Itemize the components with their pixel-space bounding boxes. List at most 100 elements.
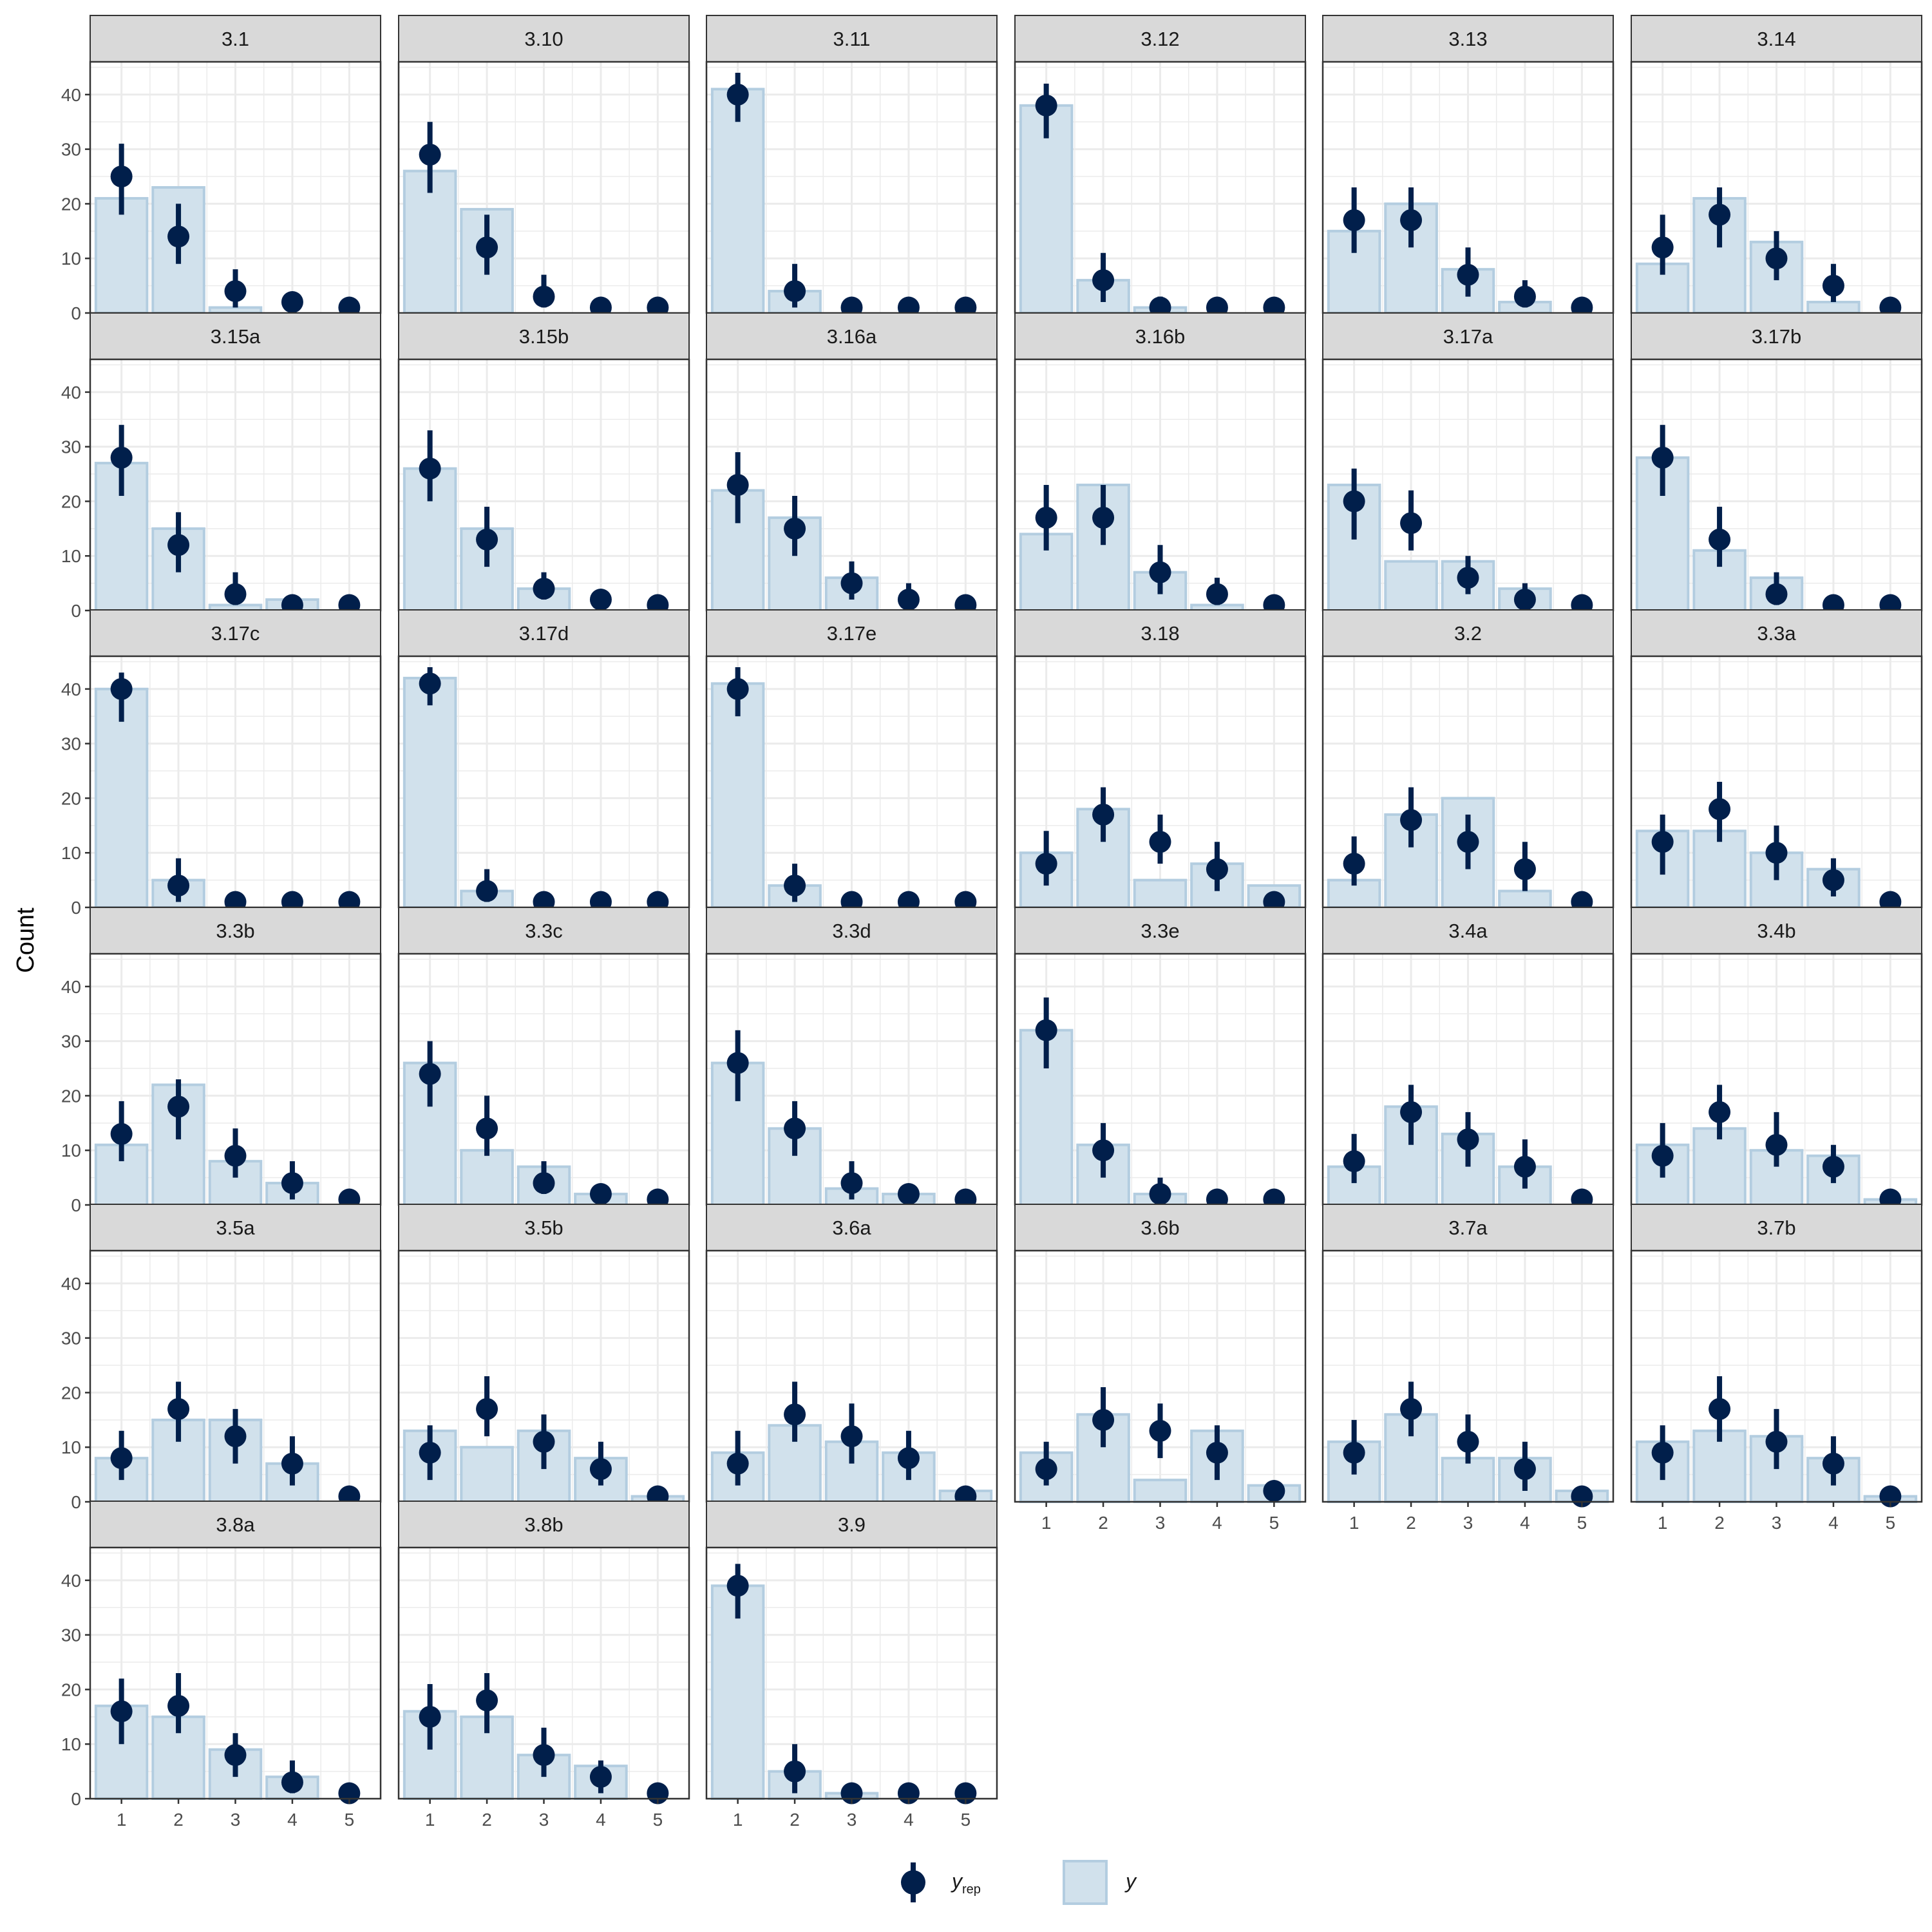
yrep-point-4 bbox=[1822, 1155, 1844, 1178]
yrep-point-3 bbox=[224, 1744, 247, 1766]
bar-y-2 bbox=[1692, 1127, 1747, 1206]
legend-yrep-label: yrep bbox=[951, 1870, 981, 1897]
yrep-point-1 bbox=[419, 457, 441, 480]
yrep-point-1 bbox=[110, 1447, 133, 1470]
yrep-point-2 bbox=[1709, 204, 1731, 226]
x-tick-label: 5 bbox=[1269, 1513, 1280, 1533]
yrep-point-2 bbox=[1092, 269, 1115, 292]
yrep-point-3 bbox=[533, 1430, 555, 1453]
facet-strip-label: 3.11 bbox=[833, 28, 870, 50]
facet-strip bbox=[1322, 609, 1614, 657]
facet-strip-label: 3.3b bbox=[216, 920, 254, 942]
yrep-point-3 bbox=[224, 1425, 247, 1448]
facet-panel-3.3e: 3.3e bbox=[1014, 907, 1307, 1211]
y-tick-label: 40 bbox=[61, 977, 81, 997]
x-tick-label: 4 bbox=[1520, 1513, 1530, 1533]
yrep-point-1 bbox=[110, 677, 133, 700]
facet-panel-3.13: 3.13 bbox=[1321, 15, 1615, 319]
yrep-point-2 bbox=[1709, 1397, 1731, 1420]
y-tick-label: 30 bbox=[61, 734, 81, 754]
yrep-point-1 bbox=[1343, 853, 1365, 875]
y-tick-label: 0 bbox=[71, 898, 81, 918]
bar-y-2 bbox=[1692, 1429, 1747, 1504]
bar-y-3 bbox=[208, 306, 263, 314]
facet-panel-3.17e: 3.17e bbox=[705, 609, 998, 913]
yrep-point-4 bbox=[589, 1183, 612, 1206]
facet-strip bbox=[1014, 1204, 1306, 1251]
yrep-point-3 bbox=[840, 1425, 863, 1448]
y-tick-label: 30 bbox=[61, 437, 81, 457]
yrep-point-4 bbox=[1822, 274, 1844, 297]
yrep-point-4 bbox=[1206, 1441, 1228, 1464]
bar-y-1 bbox=[710, 1584, 765, 1801]
yrep-point-1 bbox=[110, 166, 133, 188]
yrep-point-4 bbox=[281, 1172, 303, 1195]
facet-strip-label: 3.3a bbox=[1757, 622, 1796, 645]
yrep-point-1 bbox=[1035, 1458, 1057, 1481]
x-tick-label: 5 bbox=[961, 1810, 971, 1830]
yrep-point-1 bbox=[419, 144, 441, 166]
facet-panel-3.17d: 3.17d bbox=[397, 609, 690, 913]
facet-panel-3.4a: 3.4a bbox=[1321, 907, 1615, 1211]
facet-strip bbox=[706, 609, 998, 657]
yrep-point-2 bbox=[784, 280, 806, 303]
facet-panel-3.8b: 3.8b 1 2 3 4 5 bbox=[397, 1501, 690, 1830]
yrep-point-4 bbox=[589, 1766, 612, 1788]
yrep-point-4 bbox=[1822, 1452, 1844, 1475]
facet-strip bbox=[1014, 907, 1306, 954]
facet-strip bbox=[1631, 609, 1922, 657]
yrep-point-3 bbox=[1149, 831, 1171, 853]
facet-strip bbox=[706, 1501, 998, 1548]
bar-y-3 bbox=[1133, 1479, 1188, 1503]
x-tick-label: 3 bbox=[1772, 1513, 1782, 1533]
y-tick-label: 40 bbox=[61, 679, 81, 699]
y-tick-label: 10 bbox=[61, 1437, 81, 1457]
yrep-point-2 bbox=[476, 528, 498, 551]
yrep-point-1 bbox=[726, 1452, 749, 1475]
yrep-point-2 bbox=[1400, 1101, 1423, 1123]
yrep-point-1 bbox=[1343, 209, 1365, 231]
x-tick-label: 2 bbox=[1714, 1513, 1725, 1533]
facet-strip-label: 3.17b bbox=[1752, 325, 1802, 348]
y-tick-label: 30 bbox=[61, 1329, 81, 1349]
facet-strip-label: 3.5b bbox=[524, 1217, 563, 1239]
facet-panel-3.5a: 3.5a 0 10 20 30 40 bbox=[61, 1204, 382, 1512]
facet-strip-label: 3.9 bbox=[838, 1513, 866, 1536]
facet-strip-label: 3.18 bbox=[1141, 622, 1179, 645]
x-tick-label: 5 bbox=[1886, 1513, 1896, 1533]
x-tick-label: 1 bbox=[117, 1810, 127, 1830]
facet-panel-3.10: 3.10 bbox=[397, 15, 690, 319]
bar-y-4 bbox=[1498, 889, 1552, 909]
bar-y-1 bbox=[402, 676, 457, 909]
yrep-point-1 bbox=[1035, 1019, 1057, 1041]
x-tick-label: 4 bbox=[1212, 1513, 1222, 1533]
facet-strip-label: 3.17d bbox=[519, 622, 569, 645]
facet-panel-3.4b: 3.4b bbox=[1630, 907, 1923, 1211]
y-tick-label: 40 bbox=[61, 1571, 81, 1591]
facet-strip-label: 3.4a bbox=[1448, 920, 1488, 942]
yrep-point-3 bbox=[1765, 1133, 1788, 1156]
facet-strip bbox=[1322, 15, 1614, 62]
x-tick-label: 3 bbox=[1463, 1513, 1473, 1533]
y-tick-label: 30 bbox=[61, 1625, 81, 1645]
facet-panel-3.7b: 3.7b 1 2 3 4 5 bbox=[1630, 1204, 1923, 1533]
yrep-point-1 bbox=[1651, 446, 1674, 469]
yrep-point-3 bbox=[224, 280, 247, 303]
facet-strip bbox=[1631, 15, 1922, 62]
legend-yrep-subscript: rep bbox=[962, 1882, 981, 1897]
facet-strip-label: 3.7a bbox=[1448, 1217, 1488, 1239]
yrep-point-1 bbox=[1035, 506, 1057, 529]
facet-strip-label: 3.4b bbox=[1757, 920, 1795, 942]
facet-strip-label: 3.15b bbox=[519, 325, 569, 348]
facet-strip bbox=[90, 15, 381, 62]
y-tick-label: 0 bbox=[71, 1789, 81, 1809]
x-tick-label: 4 bbox=[1828, 1513, 1839, 1533]
legend: yrep y bbox=[901, 1860, 1137, 1905]
facet-panel-3.15a: 3.15a 0 10 20 30 40 bbox=[61, 312, 382, 621]
yrep-point-4 bbox=[1513, 858, 1536, 880]
facet-strip-label: 3.2 bbox=[1454, 622, 1482, 645]
yrep-point-3 bbox=[840, 572, 863, 594]
yrep-point-2 bbox=[476, 1397, 498, 1420]
yrep-point-3 bbox=[1457, 263, 1479, 286]
